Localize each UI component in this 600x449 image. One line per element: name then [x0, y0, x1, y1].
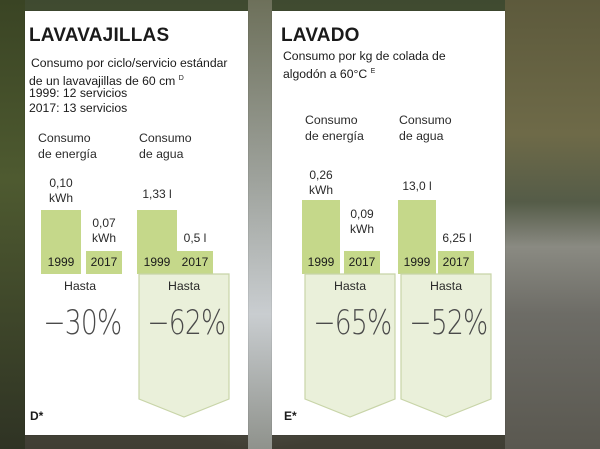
value-label-2017: 6,25 l — [442, 231, 472, 245]
dishwasher-panel: LAVAVAJILLAS Consumo por ciclo/servicio … — [25, 11, 248, 435]
year-label-2017: 2017 — [181, 255, 209, 269]
bar-1999 — [398, 200, 436, 274]
panel-title: LAVADO — [281, 25, 360, 46]
bar-2017 — [86, 251, 122, 274]
bar-1999 — [302, 200, 340, 274]
description-line: Consumo por ciclo/servicio estándar — [31, 56, 228, 70]
bar-1999 — [137, 210, 177, 274]
reduction-shield — [303, 271, 397, 419]
year-label-2017: 2017 — [348, 255, 376, 269]
year-label-1999: 1999 — [307, 255, 335, 269]
panel-title: LAVAVAJILLAS — [29, 25, 170, 46]
bar-2017 — [177, 251, 213, 274]
value-label-2017: 0,5 l — [183, 231, 207, 245]
hasta-label: Hasta — [429, 279, 463, 293]
description-line: de un lavavajillas de 60 cm D — [29, 74, 184, 88]
year-label-1999: 1999 — [143, 255, 171, 269]
year-label-1999: 1999 — [47, 255, 75, 269]
value-label-1999: 0,26 kWh — [309, 168, 333, 197]
value-label-1999: 1,33 l — [142, 187, 172, 201]
reduction-percent: −30% — [43, 303, 122, 343]
description-line: algodón a 60°C E — [283, 67, 376, 81]
value-label-1999: 0,10 kWh — [49, 176, 73, 205]
description-line: Consumo por kg de colada de — [283, 49, 446, 63]
reduction-percent: −52% — [409, 303, 488, 343]
energy-label: Consumo de energía — [305, 113, 364, 143]
bar-2017 — [438, 251, 474, 274]
footnote-marker: D* — [30, 409, 44, 423]
year-label-2017: 2017 — [90, 255, 118, 269]
value-label-1999: 13,0 l — [402, 179, 432, 193]
reduction-percent: −65% — [313, 303, 392, 343]
water-label: Consumo de agua — [139, 131, 192, 161]
hasta-label: Hasta — [63, 279, 97, 293]
hasta-label: Hasta — [333, 279, 367, 293]
year-label-2017: 2017 — [442, 255, 470, 269]
water-label: Consumo de agua — [399, 113, 452, 143]
washing-panel: LAVADO Consumo por kg de colada de algod… — [272, 11, 505, 435]
description-line: 1999: 12 servicios — [29, 86, 128, 100]
bar-1999 — [41, 210, 81, 274]
reduction-shield — [137, 271, 231, 419]
value-label-2017: 0,07 kWh — [92, 216, 116, 245]
footnote-marker: E* — [284, 409, 297, 423]
hasta-label: Hasta — [167, 279, 201, 293]
description-line: 2017: 13 servicios — [29, 101, 128, 115]
reduction-percent: −62% — [147, 303, 226, 343]
reduction-shield — [399, 271, 493, 419]
energy-label: Consumo de energía — [38, 131, 97, 161]
bar-2017 — [344, 251, 380, 274]
value-label-2017: 0,09 kWh — [350, 207, 374, 236]
year-label-1999: 1999 — [403, 255, 431, 269]
